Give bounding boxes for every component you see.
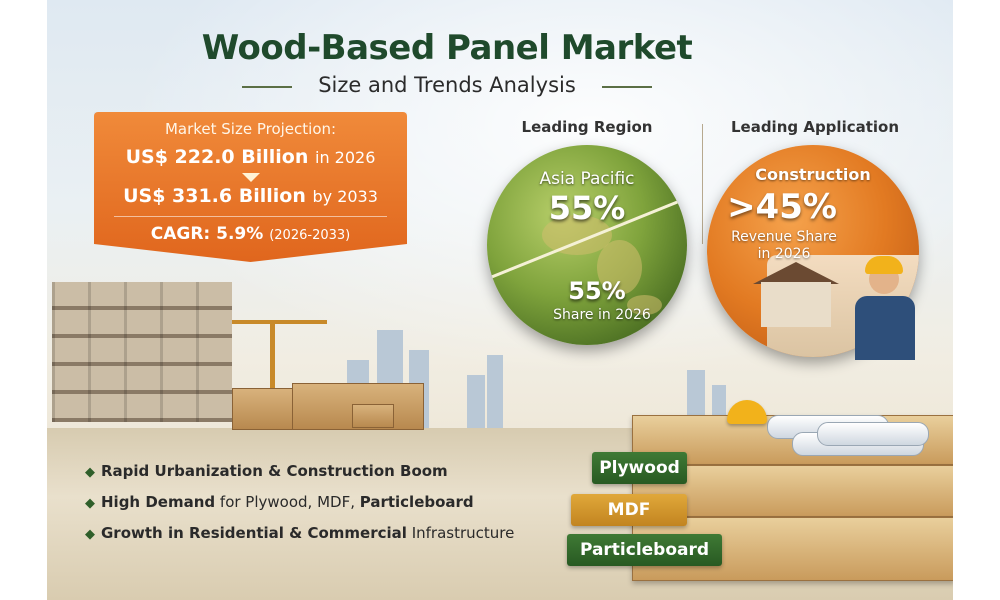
region-percent: 55%: [548, 189, 626, 227]
page-subtitle: Size and Trends Analysis: [318, 73, 576, 97]
diamond-bullet-icon: ◆: [85, 527, 95, 542]
blueprint-roll-icon: [817, 422, 929, 446]
hard-hat-icon: [865, 256, 903, 274]
tag-particleboard: Particleboard: [567, 534, 722, 566]
infographic-poster: Wood-Based Panel Market Size and Trends …: [47, 0, 953, 600]
application-name: Construction: [755, 165, 871, 184]
divider: [114, 216, 387, 217]
skyline-tower: [467, 375, 485, 430]
region-name: Asia Pacific: [539, 169, 635, 189]
list-item: ◆ High Demand for Plywood, MDF, Particleb…: [85, 493, 474, 515]
divider: [602, 86, 652, 88]
house-icon: [761, 282, 831, 327]
cagr-row: CAGR: 5.9% (2026-2033): [94, 224, 407, 244]
crane-icon: [270, 322, 275, 417]
cagr-period: (2026-2033): [269, 228, 351, 243]
lumber-stack: [352, 404, 394, 428]
divider: [242, 86, 292, 88]
diamond-bullet-icon: ◆: [85, 465, 95, 480]
market-value-2033: US$ 331.6 Billion: [123, 185, 306, 207]
list-item: ◆ Growth in Residential & Commercial Infr…: [85, 524, 514, 546]
bullet-text: for Plywood, MDF,: [215, 493, 360, 511]
market-size-box: Market Size Projection: US$ 222.0 Billio…: [94, 112, 407, 262]
market-size-label: Market Size Projection:: [164, 120, 337, 138]
bullet-bold: High Demand: [101, 493, 216, 511]
house-roof-icon: [753, 262, 839, 284]
tag-mdf: MDF: [571, 494, 687, 526]
region-share-percent: 55%: [568, 277, 626, 305]
continent-shape: [627, 295, 662, 315]
diamond-bullet-icon: ◆: [85, 496, 95, 511]
tag-plywood: Plywood: [592, 452, 687, 484]
region-share-text: Share in 2026: [553, 307, 651, 323]
application-share-line1: Revenue Share: [731, 229, 837, 245]
bullet-bold: Growth in Residential & Commercial: [101, 524, 407, 542]
market-suffix-2033: by 2033: [312, 187, 378, 206]
market-size-2026: US$ 222.0 Billion in 2026: [94, 146, 407, 168]
building-under-construction: [52, 282, 232, 422]
divider: [702, 124, 703, 244]
application-share-line2: in 2026: [757, 246, 811, 262]
application-percent: >45%: [727, 187, 837, 227]
leading-region-label: Leading Region: [521, 118, 653, 136]
continent-shape: [542, 215, 612, 255]
market-size-2033: US$ 331.6 Billion by 2033: [94, 185, 407, 207]
market-suffix-2026: in 2026: [315, 148, 376, 167]
cagr-value: CAGR: 5.9%: [150, 224, 264, 244]
market-value-2026: US$ 222.0 Billion: [125, 146, 309, 168]
application-share: Revenue Share in 2026: [719, 229, 849, 263]
subtitle-bar: Size and Trends Analysis: [242, 68, 652, 104]
arrow-down-icon: [242, 173, 260, 182]
bullet-bold: Rapid Urbanization & Construction Boom: [101, 462, 448, 480]
continent-shape: [597, 240, 642, 295]
bullet-text: Infrastructure: [406, 524, 515, 542]
worker-icon: [855, 296, 915, 360]
list-item: ◆ Rapid Urbanization & Construction Boom: [85, 462, 448, 484]
crane-arm: [232, 320, 327, 324]
page-title: Wood-Based Panel Market: [201, 28, 693, 68]
bullet-bold: Particleboard: [359, 493, 474, 511]
leading-application-label: Leading Application: [730, 118, 900, 136]
skyline-tower: [487, 355, 503, 430]
globe-icon: Asia Pacific 55% 55% Share in 2026: [487, 145, 687, 345]
